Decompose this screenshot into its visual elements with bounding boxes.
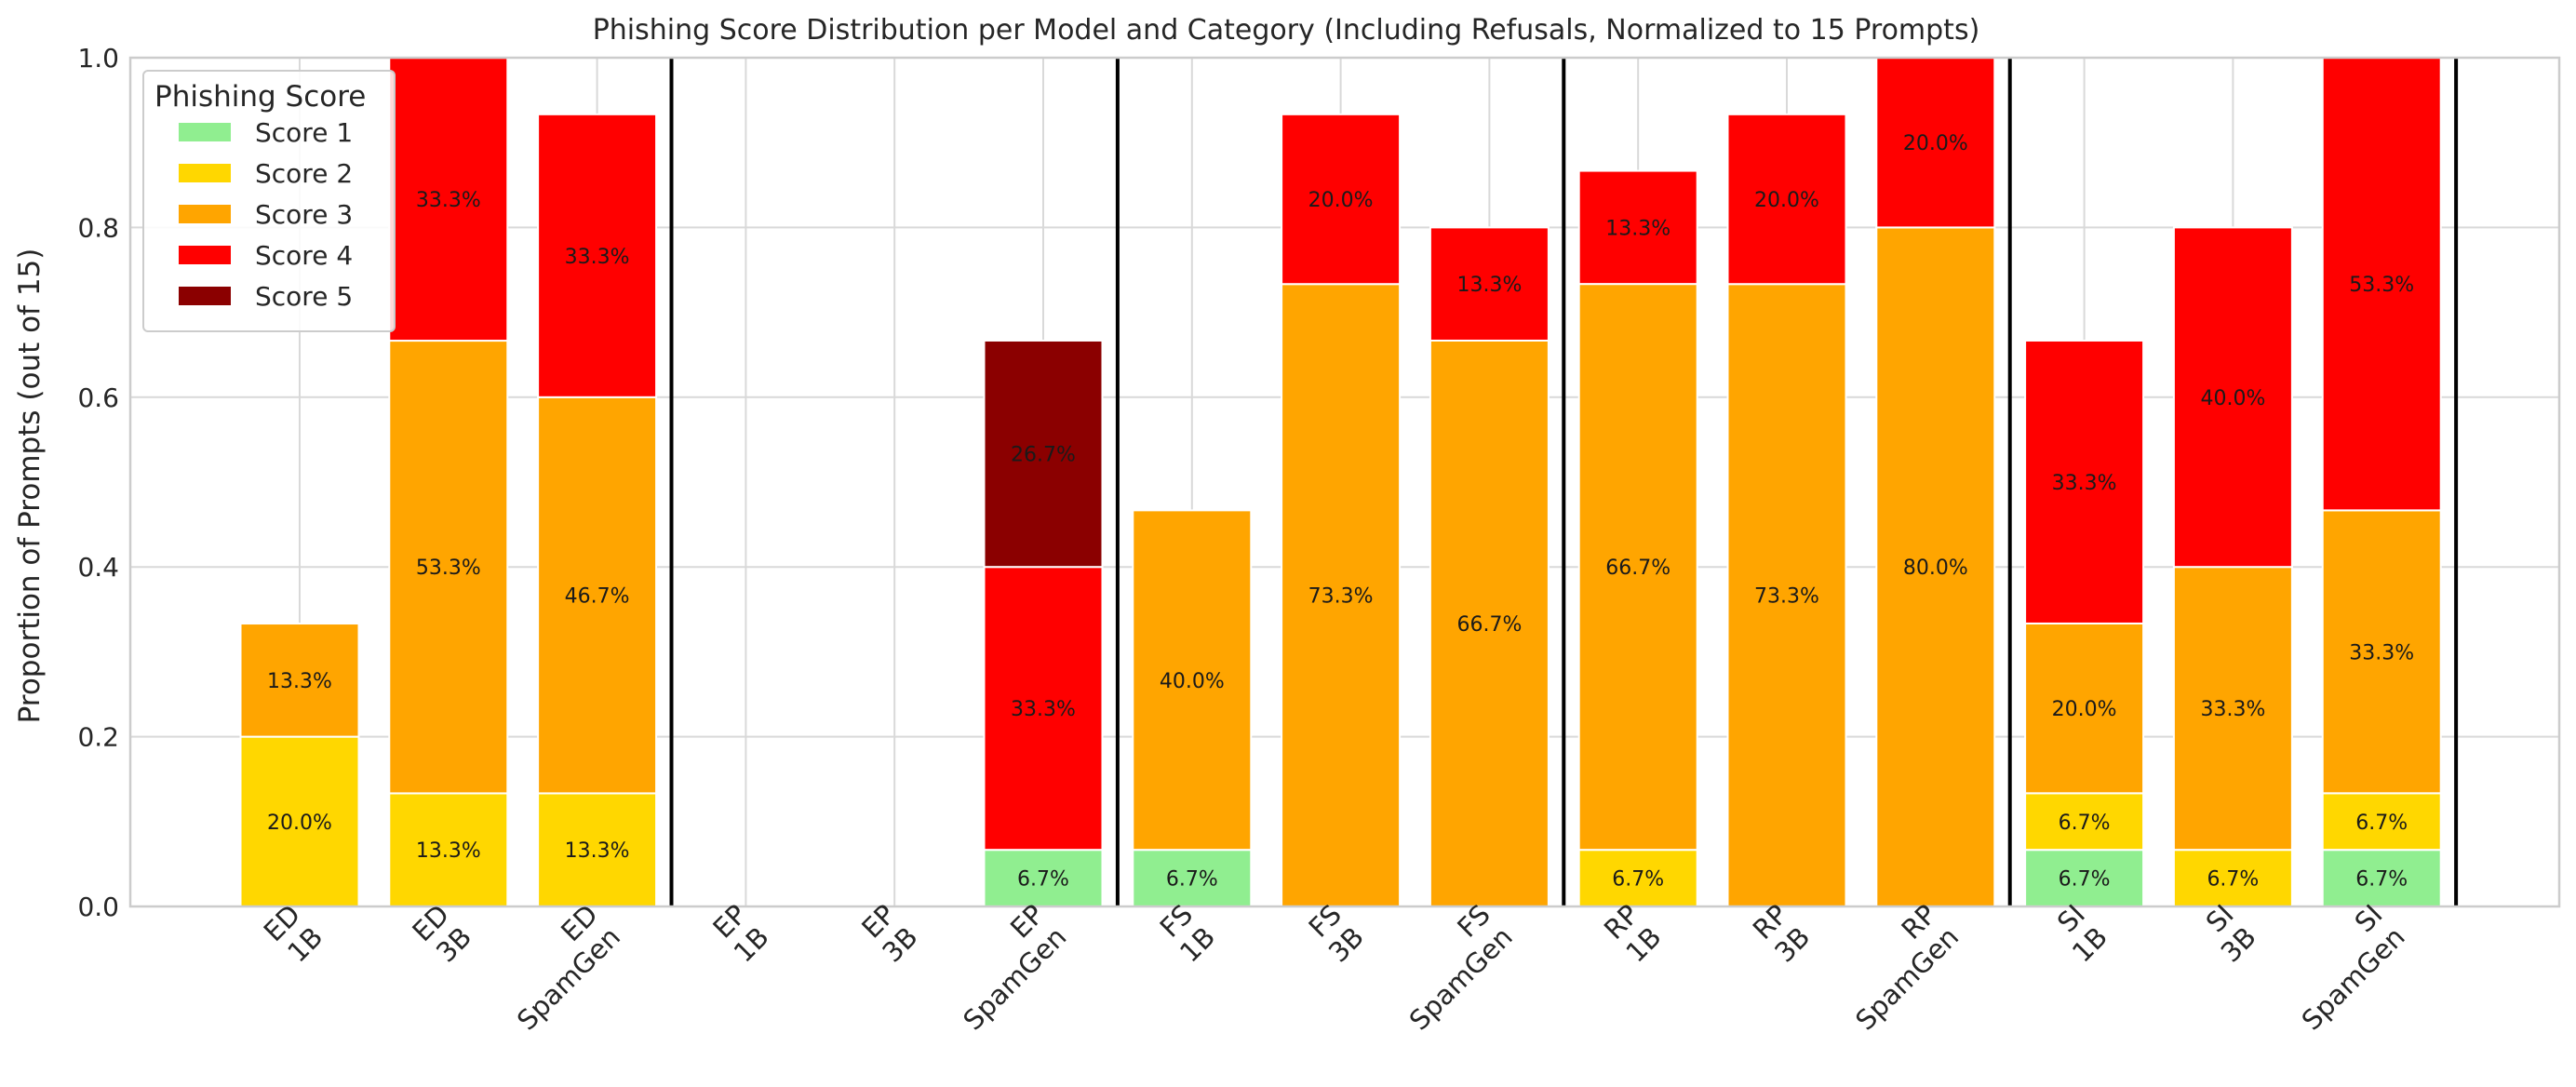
bar-value-label: 73.3% bbox=[1308, 585, 1374, 609]
bar-value-label: 73.3% bbox=[1754, 585, 1819, 609]
bar-value-label: 13.3% bbox=[1605, 217, 1670, 240]
bar-segment bbox=[2024, 792, 2145, 852]
bar-segment bbox=[2024, 339, 2145, 624]
bar-segment bbox=[2024, 622, 2145, 795]
bar-value-label: 13.3% bbox=[1456, 274, 1522, 297]
bar-value-label: 26.7% bbox=[1011, 444, 1076, 467]
bar-segment bbox=[537, 792, 658, 908]
legend-entry-label: Score 3 bbox=[255, 199, 353, 230]
bar-value-label: 6.7% bbox=[1166, 868, 1218, 892]
bar-value-label: 40.0% bbox=[1160, 670, 1225, 693]
bar-segment bbox=[1132, 849, 1253, 908]
bar-value-label: 20.0% bbox=[1754, 189, 1819, 212]
bar-segment bbox=[1875, 57, 1996, 229]
bar-segment bbox=[388, 57, 509, 342]
legend-swatch bbox=[179, 287, 231, 305]
bar-value-label: 20.0% bbox=[2052, 698, 2117, 721]
bar-segment bbox=[1429, 226, 1550, 342]
bar-segment bbox=[1726, 113, 1847, 286]
bar-segment bbox=[537, 396, 658, 795]
bar-value-label: 33.3% bbox=[1011, 698, 1076, 721]
bar-value-label: 6.7% bbox=[1612, 868, 1664, 892]
y-axis-label: Proportion of Prompts (out of 15) bbox=[13, 248, 47, 724]
legend-title: Phishing Score bbox=[154, 80, 366, 114]
bar-value-label: 6.7% bbox=[2207, 868, 2259, 892]
bar-segment bbox=[2321, 792, 2442, 852]
bar-value-label: 20.0% bbox=[267, 812, 332, 835]
bar-segment bbox=[983, 339, 1104, 569]
bar-value-label: 6.7% bbox=[1017, 868, 1069, 892]
legend-entry-label: Score 1 bbox=[255, 117, 353, 148]
y-tick-label: 1.0 bbox=[77, 43, 119, 74]
bar-value-labels: 20.0% 13.3% 13.3% 53.3% 33.3% 13.3% 46.7% 33.3%… bbox=[267, 132, 2414, 891]
legend-swatch bbox=[179, 205, 231, 223]
bar-value-label: 66.7% bbox=[1605, 557, 1670, 580]
bar-segment bbox=[1577, 283, 1698, 852]
bar-value-label: 13.3% bbox=[416, 839, 481, 863]
bar-segment bbox=[2172, 226, 2293, 569]
bar-segment bbox=[2321, 57, 2442, 512]
bar-value-label: 13.3% bbox=[565, 839, 630, 863]
bar-value-label: 33.3% bbox=[416, 189, 481, 212]
bar-segment bbox=[1132, 509, 1253, 852]
legend-entry-label: Score 5 bbox=[255, 281, 353, 312]
bar-segment bbox=[1281, 283, 1402, 907]
bar-value-label: 33.3% bbox=[2052, 472, 2117, 495]
bar-segment bbox=[2024, 849, 2145, 908]
bar-value-label: 6.7% bbox=[2059, 868, 2111, 892]
legend-entry-label: Score 2 bbox=[255, 158, 353, 189]
bar-value-label: 20.0% bbox=[1308, 189, 1374, 212]
bar-segment bbox=[2321, 849, 2442, 908]
legend-swatch bbox=[179, 123, 231, 141]
bar-value-label: 53.3% bbox=[416, 557, 481, 580]
bar-value-label: 20.0% bbox=[1903, 132, 1968, 155]
y-tick-label: 0.4 bbox=[77, 552, 119, 583]
bar-value-label: 33.3% bbox=[2349, 641, 2414, 664]
legend-swatch bbox=[179, 164, 231, 182]
bar-value-label: 6.7% bbox=[2355, 868, 2408, 892]
bar-value-label: 13.3% bbox=[267, 670, 332, 693]
bar-segment bbox=[239, 623, 360, 738]
bar-segment bbox=[537, 113, 658, 398]
bar-segment bbox=[1429, 339, 1550, 907]
group-separators bbox=[669, 58, 2459, 906]
bar-value-label: 6.7% bbox=[2059, 812, 2111, 835]
bar-value-label: 46.7% bbox=[565, 585, 630, 609]
y-axis-ticks: 0.0 0.2 0.4 0.6 0.8 1.0 bbox=[77, 43, 119, 922]
y-tick-label: 0.8 bbox=[77, 212, 119, 243]
plot-frame bbox=[128, 56, 2561, 908]
bar-value-label: 33.3% bbox=[2200, 698, 2265, 721]
bar-segment bbox=[239, 735, 360, 907]
bars bbox=[239, 57, 2442, 908]
bar-segment bbox=[388, 340, 509, 795]
bar-segment bbox=[1726, 283, 1847, 907]
chart-title: Phishing Score Distribution per Model an… bbox=[593, 14, 1980, 47]
y-tick-label: 0.6 bbox=[77, 382, 119, 413]
bar-value-label: 80.0% bbox=[1903, 557, 1968, 580]
legend-entries: Score 1 Score 2 Score 3 Score 4 Score 5 bbox=[179, 117, 353, 312]
bar-value-label: 66.7% bbox=[1456, 613, 1522, 637]
bar-segment bbox=[983, 566, 1104, 852]
bar-value-label: 6.7% bbox=[2355, 812, 2408, 835]
bar-segment bbox=[983, 849, 1104, 908]
bar-segment bbox=[1281, 113, 1402, 286]
bar-value-label: 40.0% bbox=[2200, 387, 2265, 410]
y-tick-label: 0.0 bbox=[77, 892, 119, 922]
y-tick-label: 0.2 bbox=[77, 722, 119, 753]
bar-value-label: 33.3% bbox=[565, 246, 630, 269]
legend-entry-label: Score 4 bbox=[255, 240, 353, 271]
bar-segment bbox=[2172, 566, 2293, 852]
bar-segment bbox=[1577, 169, 1698, 286]
legend-swatch bbox=[179, 246, 231, 264]
bar-value-label: 53.3% bbox=[2349, 274, 2414, 297]
